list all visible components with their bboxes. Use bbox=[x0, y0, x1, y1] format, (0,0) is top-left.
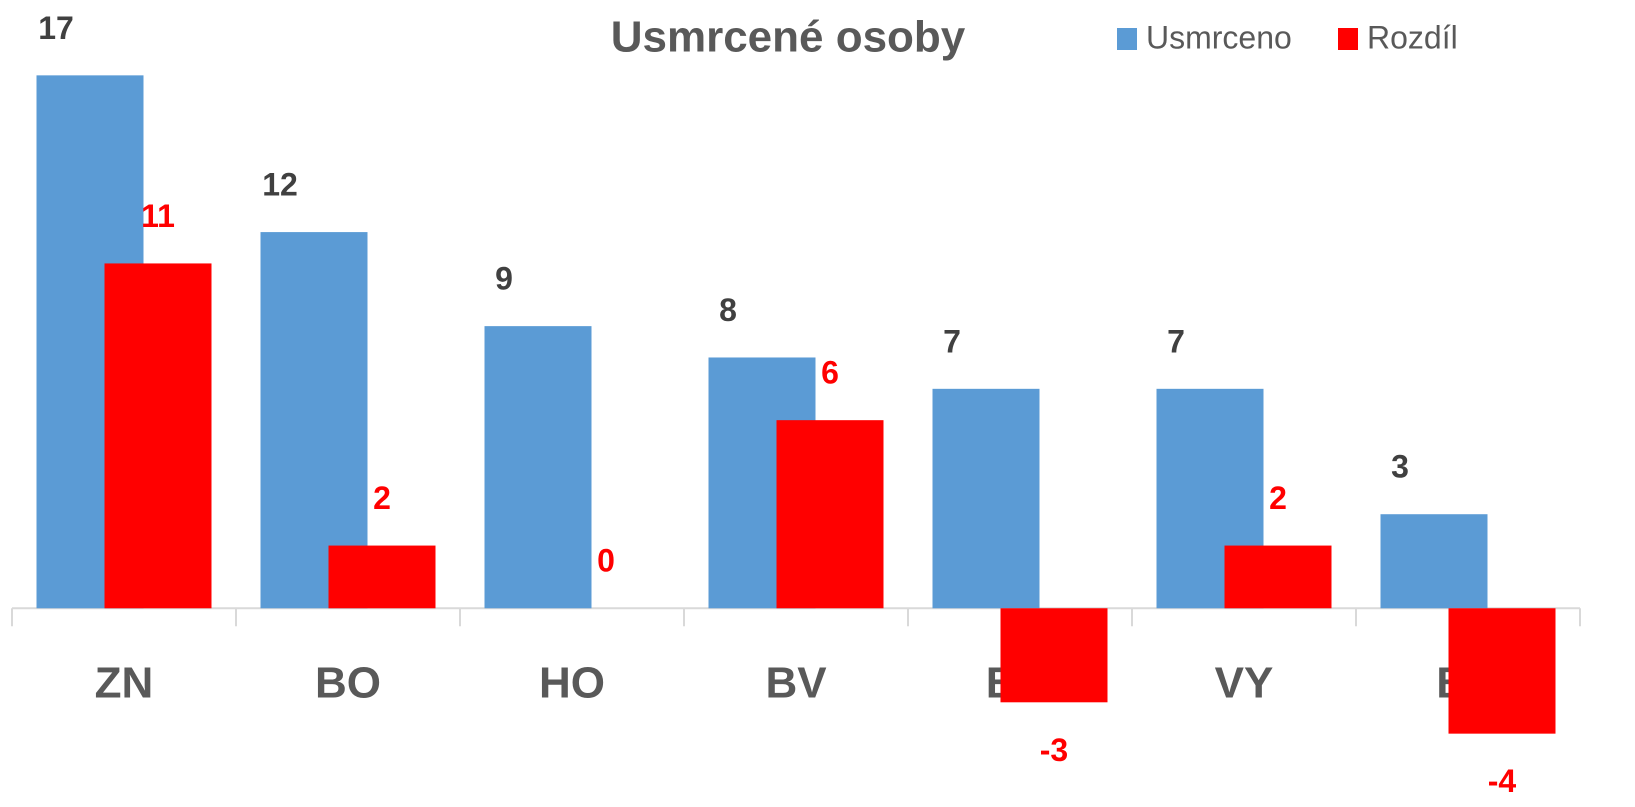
bar bbox=[1000, 608, 1108, 703]
bar bbox=[1448, 608, 1556, 734]
legend-swatch bbox=[1117, 28, 1137, 50]
bar bbox=[776, 420, 884, 609]
x-tick-label: ZN bbox=[95, 659, 154, 708]
x-tick-label: BO bbox=[315, 659, 381, 708]
data-label: 9 bbox=[495, 261, 513, 297]
bar bbox=[1224, 545, 1332, 609]
data-label: 6 bbox=[821, 355, 839, 391]
data-label: 17 bbox=[38, 10, 74, 46]
bar bbox=[1380, 514, 1488, 609]
legend-label: Rozdíl bbox=[1367, 19, 1458, 55]
x-tick-label: VY bbox=[1215, 659, 1274, 708]
data-label: 11 bbox=[141, 198, 175, 234]
data-label: 8 bbox=[719, 292, 737, 328]
data-label: 7 bbox=[943, 323, 961, 359]
data-label: 12 bbox=[262, 167, 298, 203]
data-label: 3 bbox=[1391, 449, 1409, 485]
data-label: -4 bbox=[1488, 763, 1517, 799]
bar bbox=[328, 545, 436, 609]
legend-swatch bbox=[1338, 28, 1358, 50]
data-label: 7 bbox=[1167, 323, 1185, 359]
bar bbox=[484, 326, 592, 609]
bar bbox=[104, 263, 212, 609]
chart-title: Usmrcené osoby bbox=[611, 13, 966, 62]
data-label: 0 bbox=[597, 543, 615, 579]
data-label: -3 bbox=[1040, 732, 1068, 768]
x-tick-label: HO bbox=[539, 659, 605, 708]
data-label: 2 bbox=[1269, 480, 1287, 516]
x-tick-label: BV bbox=[765, 659, 827, 708]
bar bbox=[260, 232, 368, 609]
bar bbox=[932, 388, 1040, 609]
legend-label: Usmrceno bbox=[1146, 19, 1292, 55]
data-label: 2 bbox=[373, 480, 391, 516]
